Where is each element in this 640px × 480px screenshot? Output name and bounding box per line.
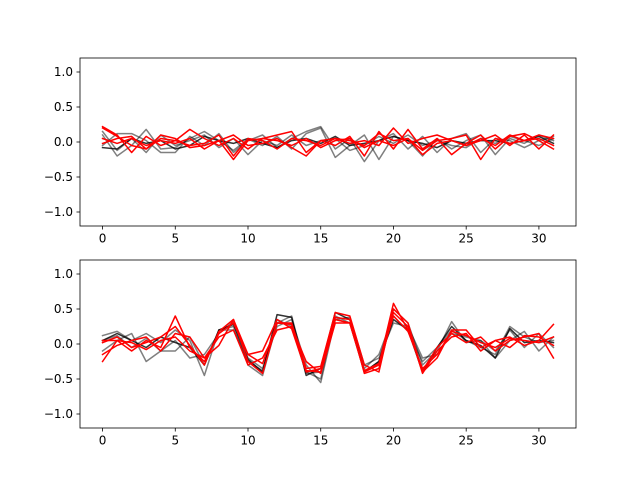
bottom-subplot-frame (79, 259, 577, 429)
red-series-line (101, 125, 555, 157)
red-series-line (101, 126, 555, 161)
y-tick-label: −0.5 (44, 372, 73, 386)
x-tick-label: 10 (240, 433, 255, 447)
red-series-line (101, 315, 555, 375)
red-series-line (101, 308, 555, 373)
x-tick-label: 20 (386, 231, 401, 245)
top-subplot: 0 5 10 15 20 25 30 −1.0 −0.5 0.0 0.5 1.0 (44, 57, 577, 245)
x-tick-label: 15 (313, 433, 328, 447)
x-tick-label: 25 (459, 231, 474, 245)
x-tick-label: 30 (531, 231, 546, 245)
x-tick-label: 0 (99, 231, 107, 245)
x-tick-label: 25 (459, 433, 474, 447)
y-tick-label: 0.0 (54, 337, 73, 351)
red-series-line (101, 134, 555, 161)
y-tick-label: 0.0 (54, 135, 73, 149)
y-tick-label: 1.0 (54, 65, 73, 79)
red-series-line (101, 311, 555, 375)
x-tick-label: 10 (240, 231, 255, 245)
x-tick-label: 20 (386, 433, 401, 447)
y-tick-label: −1.0 (44, 205, 73, 219)
y-tick-label: 0.5 (54, 302, 73, 316)
top-subplot-ticks: 0 5 10 15 20 25 30 −1.0 −0.5 0.0 0.5 1.0 (44, 65, 547, 245)
bottom-subplot: 0 5 10 15 20 25 30 −1.0 −0.5 0.0 0.5 1.0 (44, 259, 577, 447)
y-tick-label: 1.0 (54, 267, 73, 281)
red-series-line (101, 127, 555, 157)
x-tick-label: 15 (313, 231, 328, 245)
top-subplot-series-lines (101, 125, 555, 163)
y-tick-label: −1.0 (44, 407, 73, 421)
y-tick-label: 0.5 (54, 100, 73, 114)
top-subplot-frame (79, 57, 577, 227)
x-tick-label: 5 (171, 433, 179, 447)
y-tick-label: −0.5 (44, 170, 73, 184)
x-tick-label: 30 (531, 433, 546, 447)
black-series-line (101, 125, 555, 163)
x-tick-label: 5 (171, 231, 179, 245)
bottom-subplot-ticks: 0 5 10 15 20 25 30 −1.0 −0.5 0.0 0.5 1.0 (44, 267, 547, 447)
x-tick-label: 0 (99, 433, 107, 447)
bottom-subplot-series-lines (101, 302, 555, 384)
